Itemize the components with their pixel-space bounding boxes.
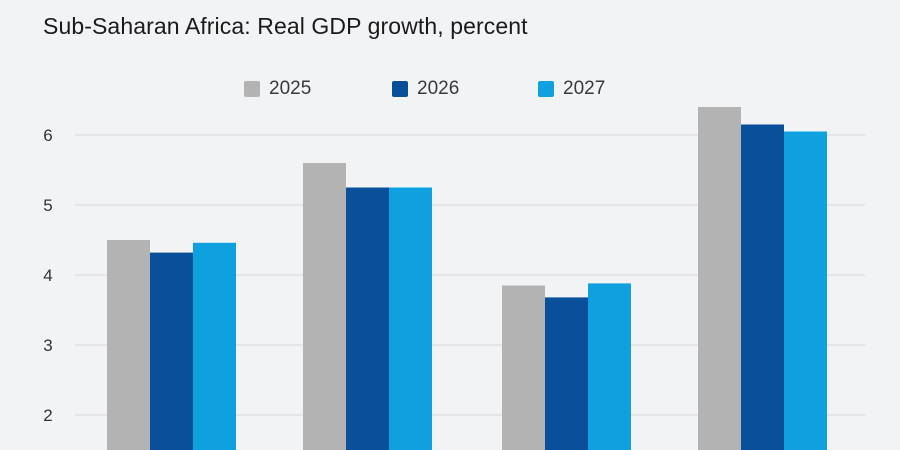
legend-label-2027: 2027 [563,78,606,99]
bar-group3-2027 [588,283,631,450]
bar-group4-2027 [784,131,827,450]
bar-group1-2026 [150,252,193,450]
bar-group4-2026 [741,124,784,450]
legend-swatch-2027 [538,81,554,97]
legend-label-2026: 2026 [417,78,460,99]
bar-group4-2025 [698,107,741,450]
chart-title: Sub-Saharan Africa: Real GDP growth, per… [43,13,528,39]
y-tick-label-4: 4 [43,266,52,285]
legend-item-2025: 2025 [244,77,311,101]
bar-group3-2026 [545,297,588,450]
y-axis-ticks: 2 3 4 5 6 [43,126,52,425]
legend-swatch-2025 [244,81,260,97]
y-tick-label-2: 2 [43,406,52,425]
bar-group2-2027 [389,187,432,450]
legend: 2025 2026 2027 [0,77,900,101]
legend-item-2027: 2027 [538,77,605,101]
bar-group3-2025 [502,285,545,450]
y-tick-label-3: 3 [43,336,52,355]
bar-group2-2026 [346,187,389,450]
bars [107,107,827,450]
y-tick-label-6: 6 [43,126,52,145]
legend-item-2026: 2026 [392,77,459,101]
legend-label-2025: 2025 [269,78,312,99]
bar-group1-2025 [107,240,150,450]
y-tick-label-5: 5 [43,196,52,215]
bar-group2-2025 [303,163,346,450]
bar-group1-2027 [193,242,236,450]
legend-swatch-2026 [392,81,408,97]
